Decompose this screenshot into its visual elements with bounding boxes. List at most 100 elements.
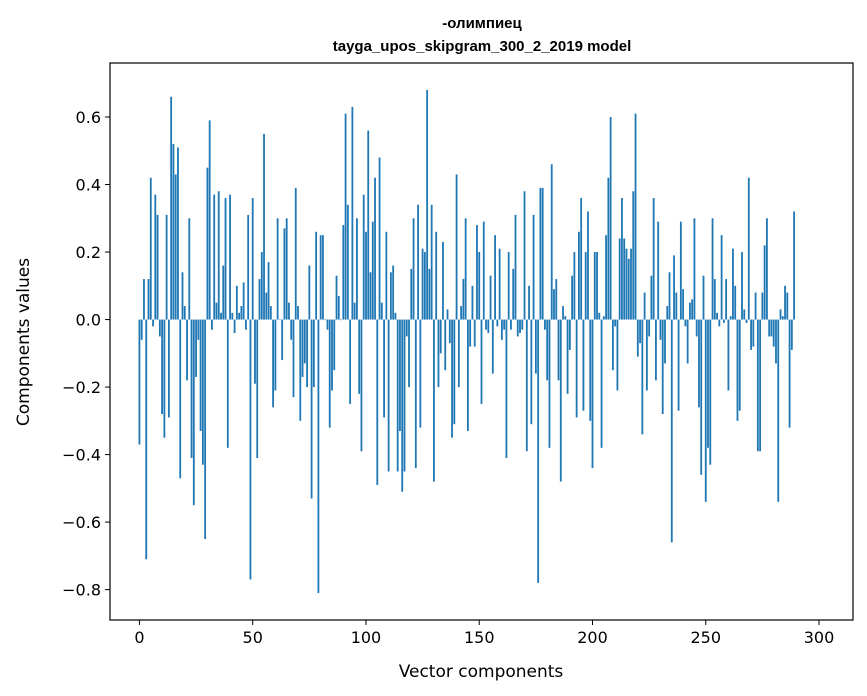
bar-175	[534, 319, 537, 374]
y-tick-label: −0.6	[62, 513, 101, 532]
chart-title: -олимпиец	[442, 15, 522, 32]
bar-97	[358, 319, 361, 394]
bar-230	[659, 319, 662, 340]
bar-60	[274, 319, 277, 391]
bar-197	[584, 252, 587, 320]
bar-66	[288, 302, 290, 320]
bar-181	[548, 319, 551, 448]
bar-21	[186, 319, 188, 381]
bar-146	[469, 319, 472, 347]
bar-44	[238, 312, 241, 320]
bar-119	[408, 319, 410, 388]
bar-163	[507, 252, 510, 320]
bar-241	[684, 319, 687, 327]
bar-206	[605, 235, 607, 320]
bar-28	[201, 319, 204, 465]
bar-58	[269, 306, 272, 320]
bar-167	[516, 319, 519, 337]
bar-125	[421, 248, 424, 320]
y-axis-ticks: 0.6 0.4 0.2 0.0 −0.2 −0.4 −0.6 −0.8	[62, 108, 110, 600]
bar-40	[229, 194, 231, 320]
bar-36	[220, 312, 222, 320]
bar-216	[627, 258, 630, 320]
bar-211	[616, 319, 619, 391]
bar-137	[448, 319, 451, 344]
bar-288	[790, 319, 793, 350]
bar-218	[632, 191, 635, 320]
bar-86	[333, 319, 336, 371]
bar-207	[607, 177, 610, 320]
bar-138	[451, 319, 453, 438]
bar-179	[544, 319, 546, 330]
bar-139	[453, 319, 456, 425]
bar-287	[788, 319, 791, 428]
bar-235	[670, 319, 673, 543]
bar-276	[763, 245, 766, 320]
y-tick-label: 0.2	[76, 243, 101, 262]
x-tick-label: 200	[577, 628, 608, 647]
bar-126	[423, 252, 426, 320]
x-tick-label: 0	[134, 628, 144, 647]
bar-177	[539, 187, 542, 320]
bar-158	[496, 319, 499, 327]
bar-222	[641, 319, 644, 435]
bar-260	[727, 319, 730, 391]
bar-191	[571, 275, 574, 320]
bar-73	[303, 319, 306, 364]
bar-83	[326, 319, 329, 330]
y-tick-label: −0.8	[62, 581, 101, 600]
bar-278	[768, 319, 771, 337]
bar-109	[385, 231, 388, 320]
bar-198	[587, 211, 589, 320]
bar-200	[591, 319, 594, 469]
y-axis-label: Components values	[14, 258, 34, 426]
bar-117	[403, 319, 406, 472]
bar-192	[573, 252, 576, 320]
x-tick-label: 300	[804, 628, 835, 647]
bar-94	[351, 106, 354, 320]
bar-266	[741, 252, 743, 320]
bar-121	[412, 218, 415, 320]
bar-30	[206, 167, 209, 320]
bar-262	[732, 248, 734, 320]
bar-11	[163, 319, 166, 438]
bar-95	[353, 302, 356, 320]
bar-212	[618, 238, 621, 320]
bar-180	[546, 319, 549, 381]
bar-81	[322, 235, 324, 320]
bar-85	[331, 319, 333, 391]
bar-226	[650, 275, 653, 320]
bar-134	[442, 241, 444, 320]
bar-148	[473, 319, 476, 347]
bar-274	[759, 319, 762, 452]
bar-47	[245, 319, 247, 330]
bar-112	[392, 265, 395, 320]
bar-284	[781, 316, 784, 320]
bar-91	[344, 113, 347, 320]
bar-51	[254, 319, 256, 384]
bar-129	[430, 204, 433, 320]
bar-115	[399, 319, 401, 431]
bar-273	[756, 319, 759, 452]
bar-275	[761, 292, 764, 320]
bar-89	[340, 319, 342, 321]
bar-264	[736, 319, 739, 421]
bar-42	[233, 319, 236, 334]
bar-201	[593, 252, 596, 320]
bar-12	[165, 214, 168, 320]
bar-3	[145, 319, 148, 560]
bar-261	[729, 316, 732, 320]
bar-189	[566, 319, 569, 394]
bar-160	[500, 319, 503, 340]
bar-29	[204, 319, 207, 539]
bar-122	[414, 319, 417, 469]
bar-69	[294, 187, 297, 320]
bar-106	[378, 157, 381, 320]
bar-231	[661, 319, 664, 415]
bar-59	[272, 319, 274, 408]
bar-2	[143, 279, 145, 320]
bar-77	[312, 319, 315, 388]
bar-277	[766, 218, 768, 320]
bar-208	[609, 117, 612, 320]
bar-64	[283, 228, 286, 320]
